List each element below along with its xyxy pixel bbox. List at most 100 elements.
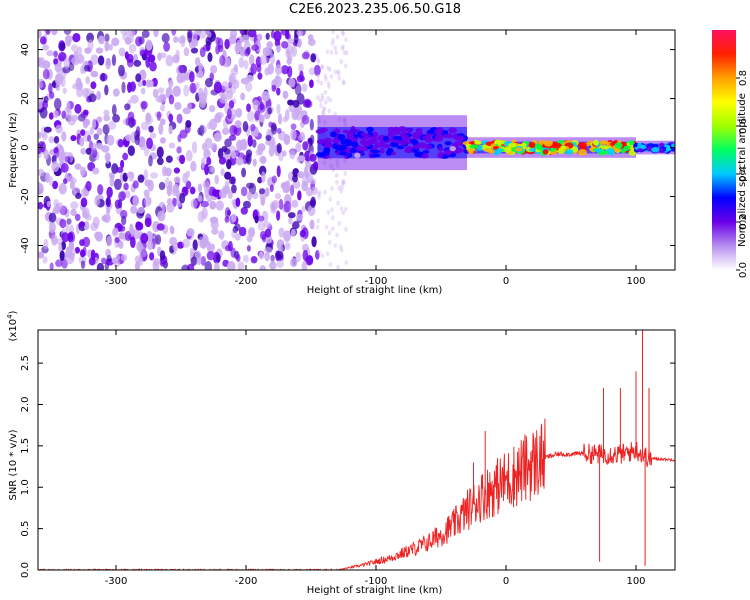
heatmap-cell [38,131,42,139]
chart-title: C2E6.2023.235.06.50.G18 [288,2,462,17]
heatmap-cell [149,132,157,139]
heatmap-cell [276,87,281,96]
heatmap-cell [594,148,603,153]
heatmap-cell [43,126,52,133]
heatmap-cell [276,103,281,115]
heatmap-cell [65,254,75,265]
heatmap-cell [270,255,275,265]
heatmap-cell [335,232,339,238]
heatmap-cell [230,85,236,95]
heatmap-cell [106,186,113,199]
heatmap-cell [187,31,193,43]
heatmap-cell [321,106,326,112]
heatmap-cell [565,149,574,155]
heatmap-cell [323,73,328,79]
heatmap-cell [295,142,302,153]
heatmap-cell [240,92,246,101]
heatmap-cell [62,178,68,185]
heatmap-cell [329,49,334,55]
heatmap-cell [48,212,57,223]
heatmap-cell [560,145,567,150]
heatmap-cell [327,230,332,236]
heatmap-cell [335,179,339,185]
heatmap-cell [265,32,270,40]
heatmap-cell [104,152,111,162]
heatmap-cell [291,46,298,58]
heatmap-cell [333,45,337,51]
heatmap-cell [210,142,218,152]
heatmap-cell [147,179,154,192]
spectrogram-axes-frame [37,29,676,271]
heatmap-cell [245,182,254,189]
heatmap-cell [153,30,159,38]
heatmap-cell [168,113,174,123]
heatmap-cell [394,129,401,136]
heatmap-cell [327,66,332,72]
heatmap-cell [302,141,309,151]
heatmap-cell [336,162,340,168]
heatmap-cell [248,54,255,66]
heatmap-cell [336,71,341,77]
colorbar-tick-label: 0.8 [738,70,749,86]
heatmap-cell [150,172,159,179]
heatmap-cell [246,245,251,252]
heatmap-cell [204,77,213,88]
heatmap-cell [474,140,482,145]
heatmap-cell [422,135,429,141]
heatmap-cell [157,210,166,222]
heatmap-cell [327,83,331,89]
y-tick-label: 1.0 [20,479,31,495]
heatmap-cell [218,230,225,240]
heatmap-cell [334,173,339,179]
heatmap-cell [143,189,150,198]
heatmap-cell [333,111,338,117]
heatmap-cell [82,236,91,248]
heatmap-cell [201,157,206,169]
heatmap-cell [207,31,212,38]
heatmap-cell [152,88,159,98]
heatmap-cell [307,38,316,47]
heatmap-cell [136,241,143,252]
heatmap-cell [108,43,113,51]
heatmap-cell [97,55,105,66]
heatmap-cell [206,156,212,166]
heatmap-cell [124,190,131,199]
heatmap-cell [130,94,139,104]
heatmap-cell [276,143,282,154]
heatmap-cell [106,206,111,215]
heatmap-cell [297,190,302,201]
heatmap-cell [158,123,164,135]
heatmap-cell [257,72,263,80]
heatmap-cell [176,113,183,124]
heatmap-cell [257,221,266,231]
heatmap-cell [274,39,281,47]
heatmap-cell [426,129,435,135]
heatmap-cell [121,81,126,94]
heatmap-cell [311,236,317,248]
heatmap-cell [289,257,298,268]
heatmap-cell [217,148,224,159]
heatmap-cell [242,200,252,209]
heatmap-cell [247,110,255,122]
heatmap-cell [125,117,130,126]
x-tick-label: -100 [365,576,388,587]
heatmap-cell [264,187,270,197]
heatmap-cell [285,109,290,121]
heatmap-cell [126,171,135,178]
heatmap-cell [444,141,452,146]
heatmap-cell [316,73,320,79]
heatmap-cell [79,137,85,147]
heatmap-cell [96,127,103,136]
heatmap-cell [140,233,149,244]
heatmap-cell [85,147,93,155]
heatmap-cell [229,124,238,136]
heatmap-cell [78,221,86,228]
heatmap-cell [322,106,327,112]
heatmap-cell [301,205,306,213]
heatmap-cell [341,178,345,184]
heatmap-cell [137,174,145,183]
heatmap-cell [295,251,301,263]
spectrogram-heatmap [38,30,675,270]
heatmap-cell [291,221,300,230]
heatmap-cell [291,199,299,208]
